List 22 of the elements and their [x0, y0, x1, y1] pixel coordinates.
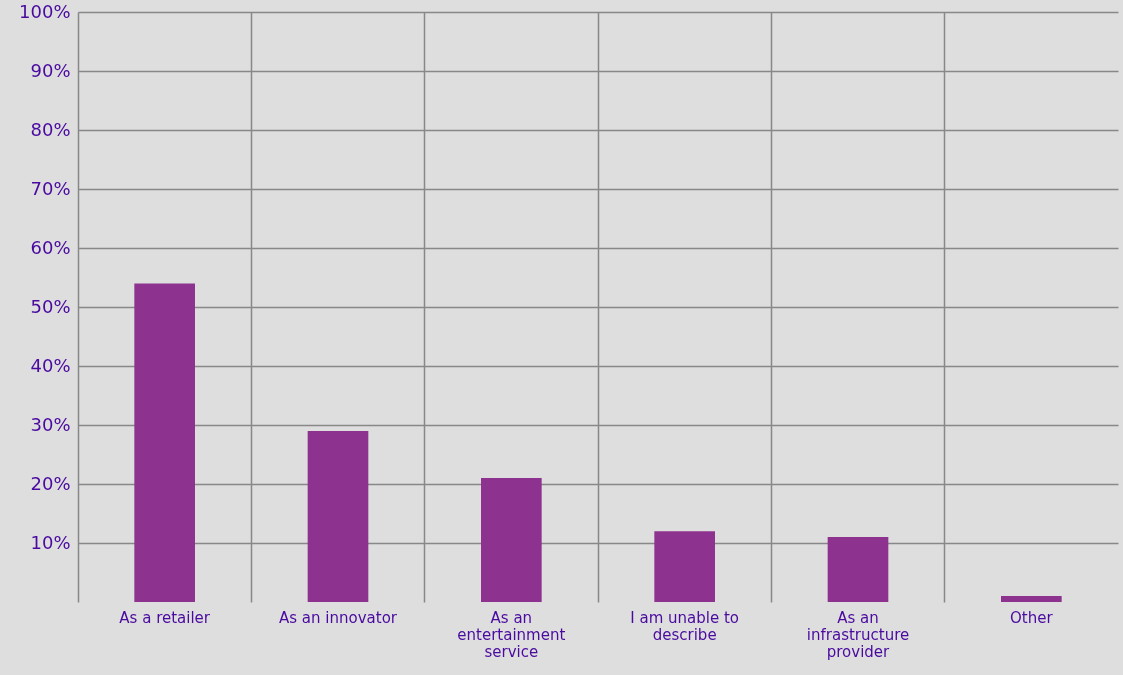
y-tick-label: 30%: [30, 413, 71, 435]
x-tick-label: As an infrastructure provider: [806, 608, 910, 661]
x-tick-label: As an entertainment service: [457, 608, 566, 661]
bar: [481, 478, 542, 602]
bar: [134, 283, 195, 602]
x-tick-label: I am unable to describe: [630, 608, 740, 644]
y-tick-label: 90%: [30, 59, 71, 81]
x-tick-label: Other: [1010, 608, 1054, 627]
y-tick-label: 20%: [30, 472, 71, 494]
bar: [1001, 596, 1062, 602]
y-tick-label: 10%: [30, 531, 71, 553]
y-tick-label: 40%: [30, 354, 71, 376]
bar: [827, 537, 889, 602]
bar: [654, 531, 715, 602]
y-tick-label: 60%: [30, 236, 71, 258]
x-tick-label: As a retailer: [119, 608, 211, 627]
y-tick-label: 80%: [30, 118, 71, 140]
x-tick-label: As an innovator: [279, 608, 398, 627]
bar: [307, 430, 369, 602]
y-tick-label: 70%: [30, 177, 71, 199]
y-tick-label: 50%: [30, 295, 71, 317]
y-tick-label: 100%: [19, 0, 71, 22]
